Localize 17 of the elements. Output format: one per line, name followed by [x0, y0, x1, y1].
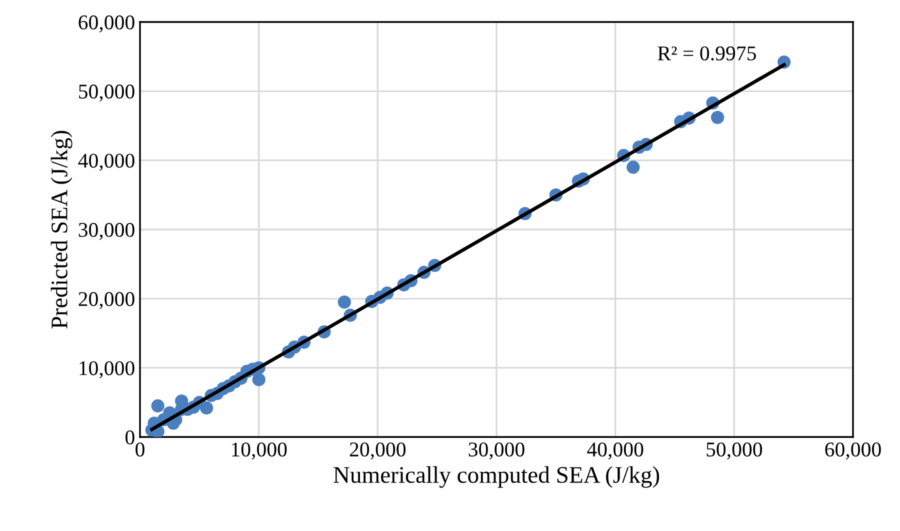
x-tick-label: 60,000	[825, 442, 881, 460]
annotation: R² = 0.9975	[658, 46, 756, 61]
x-tick-label: 20,000	[350, 442, 406, 460]
y-tick-label: 10,000	[80, 361, 134, 378]
y-tick-label: 60,000	[78, 15, 134, 32]
y-axis-title: Predicted SEA (J/kg)	[50, 130, 72, 328]
y-tick-label: 0	[126, 430, 134, 444]
y-tick-label: 40,000	[78, 154, 134, 171]
x-tick-label: 30,000	[468, 442, 524, 460]
y-tick-label: 30,000	[78, 222, 134, 240]
x-tick-label: 40,000	[587, 442, 644, 460]
x-axis-title: Numerically computed SEA (J/kg)	[334, 466, 660, 488]
x-tick-label: 50,000	[706, 442, 762, 460]
x-tick-label: 10,000	[232, 442, 287, 460]
y-tick-label: 20,000	[78, 292, 134, 310]
x-tick-label: 0	[136, 442, 144, 457]
y-tick-label: 50,000	[79, 84, 134, 102]
